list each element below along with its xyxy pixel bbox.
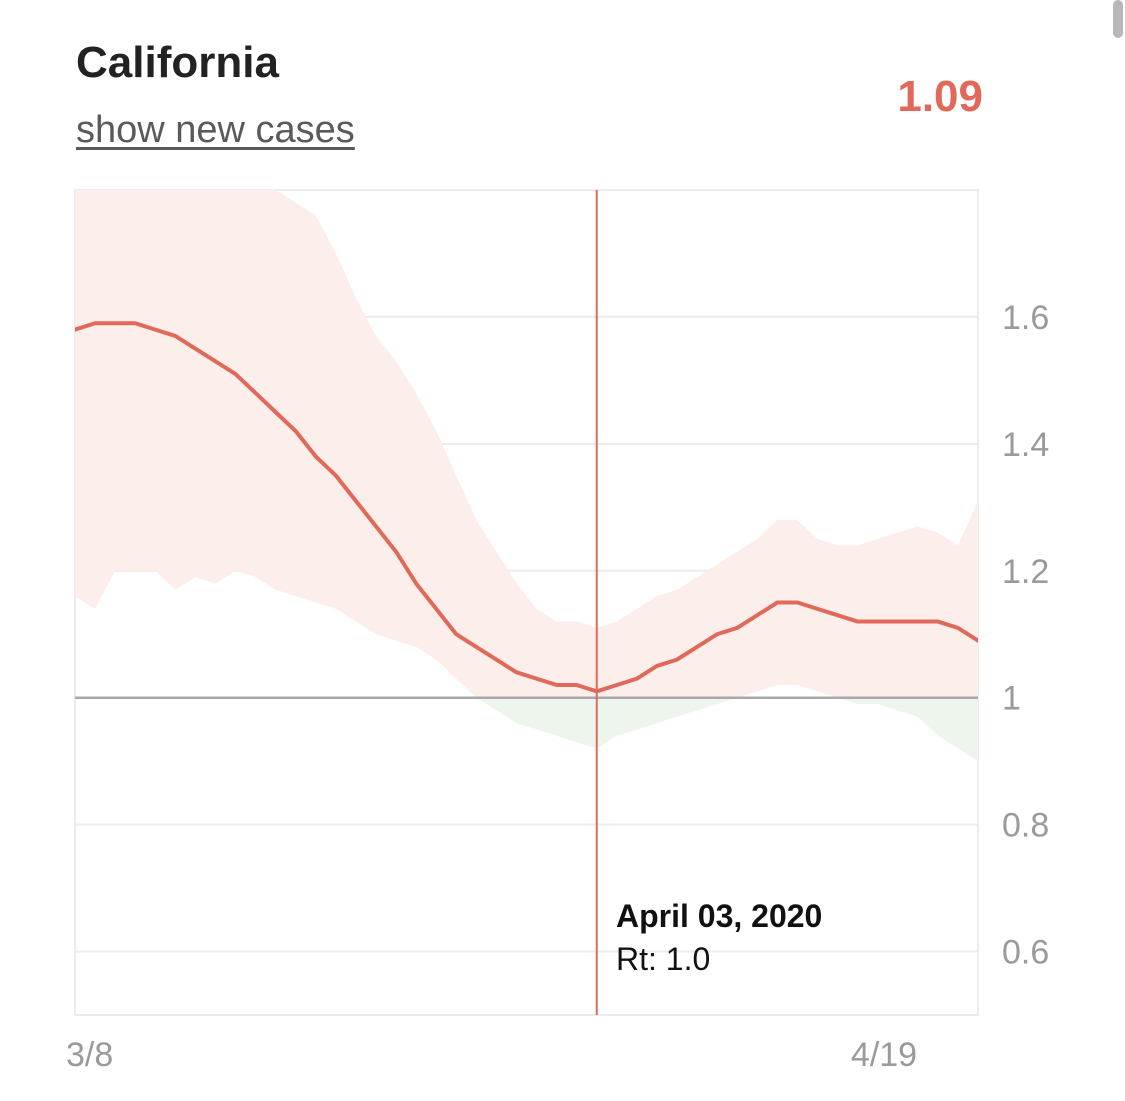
y-tick-label: 1.6: [1002, 299, 1049, 337]
y-tick-label: 0.6: [1002, 934, 1049, 972]
x-tick-label: 3/8: [66, 1036, 113, 1074]
confidence-band: [75, 190, 978, 762]
tooltip: April 03, 2020 Rt: 1.0: [616, 898, 822, 977]
rt-line-group: [75, 321, 978, 694]
tooltip-rt-value: Rt: 1.0: [616, 941, 710, 977]
show-new-cases-link[interactable]: show new cases: [76, 109, 355, 151]
tooltip-date: April 03, 2020: [616, 898, 822, 934]
band-above-one: [75, 190, 978, 698]
current-rt-value: 1.09: [897, 72, 983, 121]
band-below-one: [476, 697, 978, 762]
y-axis-ticks: 0.6 0.8 1 1.2 1.4 1.6: [1002, 299, 1049, 972]
y-tick-label: 0.8: [1002, 807, 1049, 845]
y-tick-label: 1.2: [1002, 553, 1049, 591]
y-tick-label: 1.4: [1002, 426, 1049, 464]
scrollbar[interactable]: [1113, 0, 1123, 38]
x-axis-ticks: 3/8 4/19: [66, 1036, 917, 1074]
x-tick-label: 4/19: [851, 1036, 917, 1074]
rt-line: [75, 321, 978, 694]
y-tick-label: 1: [1002, 680, 1021, 718]
page-title: California: [76, 38, 279, 87]
